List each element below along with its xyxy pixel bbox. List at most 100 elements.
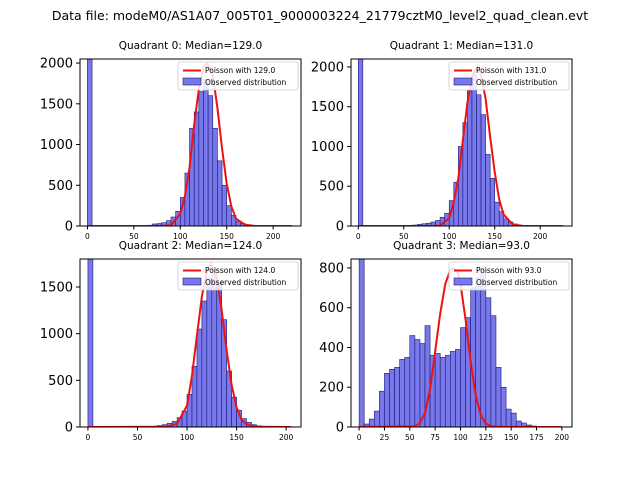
axes-frame xyxy=(79,58,302,227)
legend: Poisson with 129.0 Observed distribution xyxy=(177,61,299,91)
histogram-bar xyxy=(510,412,517,427)
panel-title: Quadrant 1: Median=131.0 xyxy=(390,40,533,52)
x-tick-label: 150 xyxy=(229,433,244,442)
histogram-bar xyxy=(444,355,451,427)
histogram-bar xyxy=(505,408,512,427)
chart-panels: Quadrant 0: Median=129.00500100015002000… xyxy=(40,40,573,442)
histogram-bar xyxy=(201,300,208,427)
histogram-bar xyxy=(358,259,365,427)
histogram-bar xyxy=(217,160,223,226)
histogram-bar xyxy=(87,59,93,226)
x-tick-label: 50 xyxy=(405,433,415,442)
histogram-bar xyxy=(196,328,203,427)
legend-label-poisson: Poisson with 124.0 xyxy=(205,266,275,275)
x-tick-label: 0 xyxy=(86,433,91,442)
histogram-bar xyxy=(494,201,500,226)
legend: Poisson with 131.0 Observed distribution xyxy=(448,61,570,91)
legend-bar-swatch xyxy=(453,277,473,286)
histogram-bar xyxy=(434,353,441,427)
chart-panel-0: Quadrant 0: Median=129.00500100015002000… xyxy=(40,40,302,241)
legend-label-observed: Observed distribution xyxy=(476,78,557,87)
legend-label-poisson: Poisson with 131.0 xyxy=(476,66,546,75)
y-tick-label: 200 xyxy=(319,381,344,396)
chart-panel-3: Quadrant 3: Median=93.0 0 200 400 600 800 0 25 5… xyxy=(319,240,573,442)
y-tick-label: 1500 xyxy=(40,281,73,296)
histogram-bar xyxy=(495,367,502,427)
x-tick-label: 200 xyxy=(533,232,548,241)
legend-label-observed: Observed distribution xyxy=(205,78,286,87)
histogram-bar xyxy=(87,259,94,427)
axes-frame xyxy=(350,258,573,428)
histogram-bar xyxy=(404,357,411,427)
legend-box xyxy=(177,261,299,291)
legend-bar-swatch xyxy=(182,277,202,286)
histogram-bar xyxy=(203,79,209,226)
histogram-bar xyxy=(485,154,491,226)
x-tick-label: 25 xyxy=(380,433,390,442)
y-tick-label: 0 xyxy=(336,220,344,235)
y-tick-label: 2000 xyxy=(311,60,344,75)
histogram-bar xyxy=(193,111,200,226)
histogram-bar xyxy=(500,386,507,427)
x-tick-label: 100 xyxy=(442,232,457,241)
y-tick-label: 1000 xyxy=(311,140,344,155)
y-tick-label: 0 xyxy=(65,220,73,235)
histogram-bar xyxy=(480,114,486,226)
x-tick-label: 100 xyxy=(453,433,468,442)
y-tick-label: 0 xyxy=(65,421,73,436)
chart-panel-2: Quadrant 2: Median=124.0 0 500 1000 1500 0 50 1… xyxy=(40,240,302,442)
panel-title: Quadrant 2: Median=124.0 xyxy=(119,240,262,252)
histogram-bar xyxy=(470,287,476,427)
histogram-bar xyxy=(389,369,395,427)
x-tick-label: 0 xyxy=(85,232,90,241)
histogram-bar xyxy=(460,327,466,427)
y-tick-label: 1000 xyxy=(40,138,73,153)
y-tick-label: 0 xyxy=(336,421,344,436)
plot-area xyxy=(87,259,292,427)
plot-area xyxy=(87,59,292,226)
figure-suptitle: Data file: modeM0/AS1A07_005T01_90000032… xyxy=(52,8,588,23)
y-tick-label: 400 xyxy=(319,341,344,356)
histogram-bar xyxy=(368,418,375,427)
legend-box xyxy=(177,61,299,91)
axes-frame xyxy=(79,258,302,428)
x-tick-label: 50 xyxy=(399,232,409,241)
x-tick-label: 150 xyxy=(504,433,519,442)
legend-box xyxy=(448,61,570,91)
histogram-bar xyxy=(231,215,237,226)
histogram-bar xyxy=(409,335,416,427)
histogram-bar xyxy=(221,184,228,226)
histogram-bar xyxy=(374,410,380,427)
histogram-bar xyxy=(490,315,497,427)
legend-box xyxy=(448,261,570,291)
x-tick-label: 175 xyxy=(529,433,544,442)
histogram-bar xyxy=(489,177,495,226)
panel-title: Quadrant 3: Median=93.0 xyxy=(393,240,530,252)
y-tick-label: 800 xyxy=(319,261,344,276)
y-tick-label: 500 xyxy=(48,374,73,389)
plot-area xyxy=(358,259,562,427)
legend-bar-swatch xyxy=(182,77,202,86)
legend-label-observed: Observed distribution xyxy=(476,278,557,287)
chart-panel-1: Quadrant 1: Median=131.00500100015002000… xyxy=(311,40,573,241)
histogram-bar xyxy=(467,90,473,226)
histogram-bar xyxy=(207,95,214,226)
y-tick-label: 1000 xyxy=(40,327,73,342)
x-tick-label: 50 xyxy=(129,232,139,241)
x-tick-label: 50 xyxy=(133,433,143,442)
legend-label-poisson: Poisson with 129.0 xyxy=(205,66,275,75)
legend: Poisson with 124.0 Observed distribution xyxy=(177,261,299,291)
y-tick-label: 1500 xyxy=(311,100,344,115)
histogram-bar xyxy=(476,94,482,226)
x-tick-label: 0 xyxy=(356,232,361,241)
x-tick-label: 100 xyxy=(180,433,195,442)
panel-title: Quadrant 0: Median=129.0 xyxy=(119,40,262,52)
x-tick-label: 200 xyxy=(555,433,570,442)
histogram-bar xyxy=(471,74,477,226)
x-tick-label: 100 xyxy=(173,232,188,241)
x-tick-label: 200 xyxy=(279,433,294,442)
y-tick-label: 2000 xyxy=(40,57,73,72)
histogram-bar xyxy=(455,349,461,427)
histogram-bar xyxy=(394,367,400,427)
